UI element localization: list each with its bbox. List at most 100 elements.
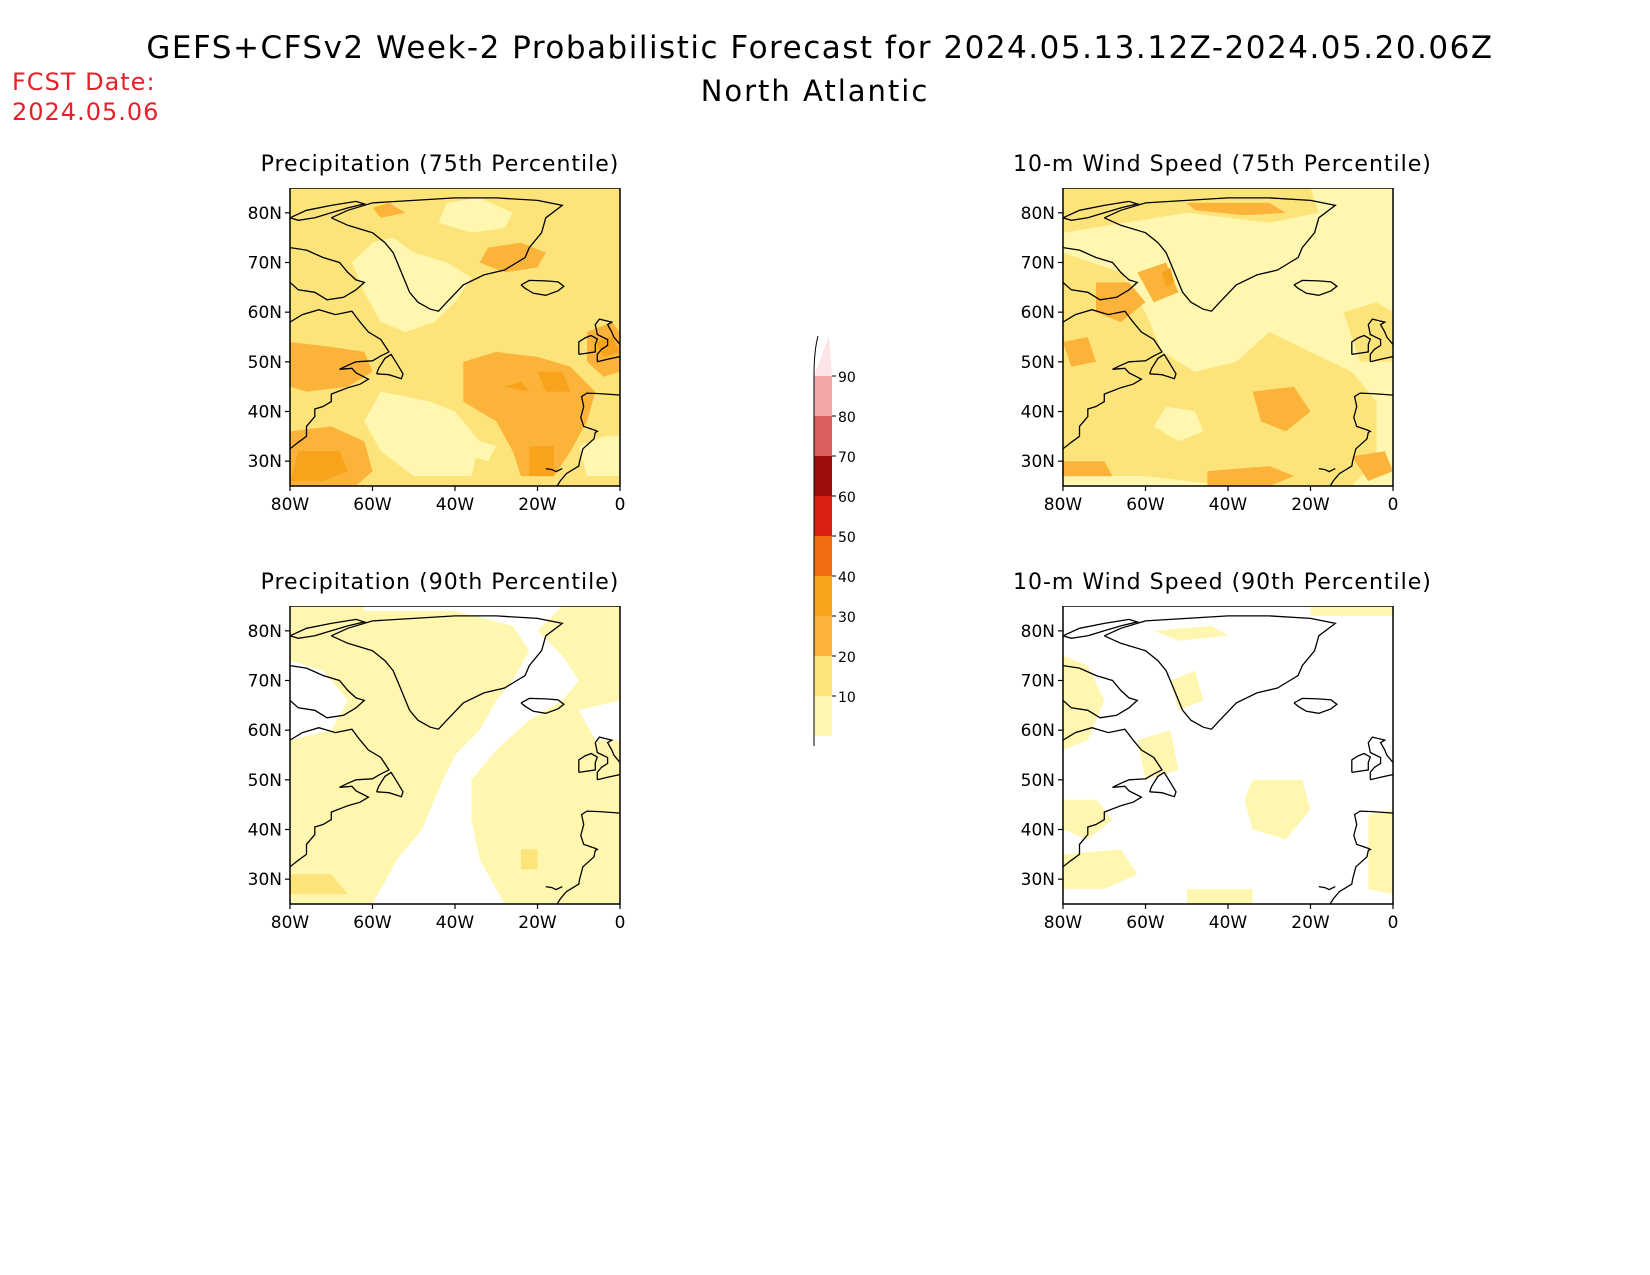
colorbar-swatch [814, 656, 832, 696]
colorbar-label: 50 [838, 530, 856, 546]
coastline [290, 615, 620, 904]
colorbar-label: 10 [838, 690, 856, 706]
coastline [1063, 615, 1393, 904]
lon-tick-label: 0 [1388, 913, 1398, 933]
probability-contour [1063, 461, 1113, 477]
probability-contour [578, 700, 620, 741]
lon-tick-label: 80W [1044, 913, 1083, 933]
lon-tick-label: 0 [615, 913, 625, 933]
region-subtitle: North Atlantic [700, 74, 930, 108]
lon-tick-label: 80W [271, 495, 310, 515]
map-panel-precip-90: 80N 70N 60N 50N 40N 30N 80W 60W 40W 20W 0 [248, 606, 625, 933]
lat-tick-label: 70N [1021, 254, 1055, 274]
lat-tick-label: 50N [1021, 353, 1055, 373]
color-bar-legend: 90 80 70 60 50 40 30 20 10 [813, 336, 856, 746]
coastline [1063, 197, 1393, 486]
probability-contour [578, 436, 620, 477]
colorbar-swatch [814, 576, 832, 616]
probability-contour [537, 371, 571, 392]
map-panel-wind-90: 80N 70N 60N 50N 40N 30N 80W 60W 40W 20W 0 [1021, 606, 1398, 933]
forecast-date-value: 2024.05.06 [12, 98, 160, 126]
probability-contour [1162, 267, 1175, 288]
lon-tick-label: 60W [353, 913, 392, 933]
probability-contour [364, 391, 480, 477]
probability-contour [1063, 188, 1319, 233]
panel-title-precip-75: Precipitation (75th Percentile) [260, 152, 620, 177]
colorbar-swatch [814, 536, 832, 576]
probability-contour [595, 337, 620, 357]
probability-contour [471, 441, 497, 462]
lat-tick-label: 40N [248, 821, 282, 841]
probability-contour [521, 849, 538, 870]
probability-contour [1153, 625, 1228, 641]
probability-contour [1368, 809, 1393, 895]
lat-tick-label: 30N [248, 870, 282, 890]
lat-tick-label: 70N [1021, 672, 1055, 692]
lon-tick-label: 40W [436, 495, 475, 515]
lat-tick-label: 70N [248, 254, 282, 274]
lon-tick-label: 40W [1209, 495, 1248, 515]
lon-tick-label: 40W [436, 913, 475, 933]
probability-contour [1186, 889, 1253, 904]
probability-contour [364, 606, 579, 904]
lon-tick-label: 20W [518, 913, 557, 933]
lat-tick-label: 50N [248, 771, 282, 791]
probability-contour [504, 381, 530, 392]
colorbar-label: 40 [838, 570, 856, 586]
lat-tick-label: 80N [248, 204, 282, 224]
lon-tick-label: 60W [353, 495, 392, 515]
colorbar-swatch [814, 456, 832, 496]
probability-contour [1096, 282, 1146, 323]
lat-tick-label: 60N [248, 303, 282, 323]
lon-tick-label: 0 [615, 495, 625, 515]
colorbar-label: 90 [838, 370, 856, 386]
colorbar-swatch [814, 616, 832, 656]
probability-contour [290, 660, 348, 741]
probability-contour [438, 197, 513, 233]
probability-contour [1343, 302, 1393, 362]
colorbar-swatch [814, 496, 832, 536]
probability-contour [1137, 730, 1179, 780]
lat-tick-label: 40N [1021, 821, 1055, 841]
colorbar-swatch [814, 416, 832, 456]
lat-tick-label: 50N [248, 353, 282, 373]
lon-tick-label: 40W [1209, 913, 1248, 933]
probability-contour [479, 242, 546, 273]
panel-title-wind-75: 10-m Wind Speed (75th Percentile) [1013, 152, 1432, 177]
colorbar-swatch [814, 376, 832, 416]
lon-tick-label: 60W [1126, 495, 1165, 515]
lon-tick-label: 60W [1126, 913, 1165, 933]
probability-contour [290, 874, 348, 895]
panel-title-precip-90: Precipitation (90th Percentile) [260, 570, 620, 595]
colorbar-label: 70 [838, 450, 856, 466]
map-panel-wind-75: 80N 70N 60N 50N 40N 30N 80W 60W 40W 20W 0 [1021, 188, 1398, 515]
probability-contour [1310, 606, 1393, 616]
colorbar-swatch [814, 696, 832, 736]
probability-contour [1186, 202, 1286, 216]
probability-contour [1244, 779, 1311, 840]
lat-tick-label: 30N [1021, 870, 1055, 890]
coastline [290, 197, 620, 486]
probability-contour [1351, 451, 1393, 481]
lon-tick-label: 80W [1044, 495, 1083, 515]
colorbar-label: 30 [838, 610, 856, 626]
page-title: GEFS+CFSv2 Week-2 Probabilistic Forecast… [146, 30, 1494, 66]
colorbar-label: 20 [838, 650, 856, 666]
lat-tick-label: 60N [248, 721, 282, 741]
lat-tick-label: 80N [1021, 622, 1055, 642]
lat-tick-label: 40N [248, 403, 282, 423]
probability-contour [1063, 849, 1138, 890]
probability-contour [529, 446, 554, 477]
lat-tick-label: 50N [1021, 771, 1055, 791]
lon-tick-label: 80W [271, 913, 310, 933]
probability-contour [1063, 252, 1377, 486]
colorbar-label: 60 [838, 490, 856, 506]
probability-contour [1207, 466, 1294, 486]
map-panel-precip-75: 80N 70N 60N 50N 40N 30N 80W 60W 40W 20W 0 [248, 188, 625, 515]
lon-tick-label: 20W [518, 495, 557, 515]
lat-tick-label: 40N [1021, 403, 1055, 423]
lon-tick-label: 20W [1291, 913, 1330, 933]
probability-contour [290, 342, 373, 392]
colorbar-label: 80 [838, 410, 856, 426]
lat-tick-label: 70N [248, 672, 282, 692]
